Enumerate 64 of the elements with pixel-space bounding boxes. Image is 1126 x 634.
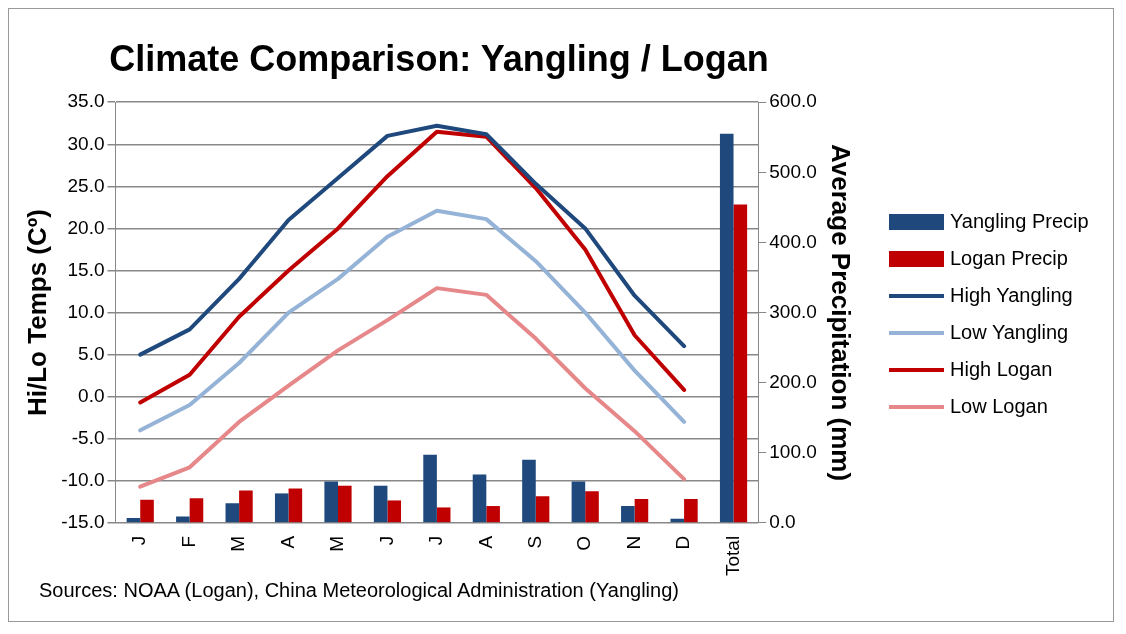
y2-tick-label: 100.0 xyxy=(769,440,817,462)
legend-label: Low Yangling xyxy=(950,321,1069,344)
y-tick-label: -10.0 xyxy=(61,469,105,491)
y2-tick-label: 200.0 xyxy=(769,370,817,392)
bar xyxy=(140,499,154,523)
y2-axis-title: Average Precipitation (mm) xyxy=(826,143,857,482)
y-tick-label: 30.0 xyxy=(67,132,105,154)
source-note: Sources: NOAA (Logan), China Meteorological Administration (Yangling) xyxy=(39,579,680,602)
bar xyxy=(189,498,204,523)
y-tick-label: 20.0 xyxy=(67,216,105,238)
x-tick-label: M xyxy=(326,535,348,552)
y2-tick-label: 300.0 xyxy=(769,300,817,322)
bar xyxy=(436,507,451,523)
bar xyxy=(387,500,402,523)
y-axis-title: Hi/Lo Temps (Cº) xyxy=(21,209,52,416)
x-tick-label: O xyxy=(573,535,595,551)
legend-label: High Logan xyxy=(950,358,1053,381)
bar xyxy=(733,204,748,523)
x-tick-label: J xyxy=(375,535,397,546)
y-tick-label: 25.0 xyxy=(67,174,105,196)
bar xyxy=(472,474,487,523)
x-tick-label: M xyxy=(227,535,249,552)
x-tick-label: F xyxy=(177,535,199,548)
y2-tick-label: 400.0 xyxy=(769,230,817,252)
x-tick-label: J xyxy=(425,535,447,546)
y-tick-label: 15.0 xyxy=(67,258,105,280)
y-tick-label: 35.0 xyxy=(67,90,105,112)
x-tick-label: N xyxy=(622,535,644,550)
y2-tick-label: 0.0 xyxy=(769,511,796,533)
bar xyxy=(274,493,289,523)
legend-label: Low Logan xyxy=(950,395,1048,418)
y-tick-label: 5.0 xyxy=(78,342,105,364)
bar xyxy=(621,506,635,523)
bar xyxy=(324,481,338,523)
x-tick-label: Total xyxy=(721,535,743,577)
x-tick-label: A xyxy=(474,535,496,549)
y-tick-label: 0.0 xyxy=(78,384,105,406)
bar xyxy=(288,488,303,523)
chart-title: Climate Comparison: Yangling / Logan xyxy=(109,37,769,79)
y2-tick-label: 500.0 xyxy=(769,160,817,182)
bar xyxy=(423,454,437,523)
bar xyxy=(634,499,649,523)
bar xyxy=(535,496,550,523)
legend-label: Logan Precip xyxy=(950,247,1068,270)
x-tick-label: D xyxy=(672,535,694,550)
bar xyxy=(571,481,586,523)
legend-label: Yangling Precip xyxy=(950,210,1089,233)
bar xyxy=(225,503,240,523)
y2-tick-label: 600.0 xyxy=(769,90,817,112)
x-tick-label: S xyxy=(524,535,545,549)
x-tick-label: J xyxy=(128,535,150,546)
bar xyxy=(522,459,536,523)
bar xyxy=(338,485,352,523)
legend-label: High Yangling xyxy=(950,284,1073,307)
bar xyxy=(684,499,698,523)
bar xyxy=(486,506,500,523)
bar xyxy=(373,485,388,523)
bar xyxy=(719,133,734,523)
y-tick-label: -15.0 xyxy=(61,511,105,533)
y-tick-label: 10.0 xyxy=(67,300,105,322)
x-tick-label: A xyxy=(276,535,298,549)
bar xyxy=(585,491,599,523)
bar xyxy=(239,490,253,523)
y-tick-label: -5.0 xyxy=(71,426,105,448)
